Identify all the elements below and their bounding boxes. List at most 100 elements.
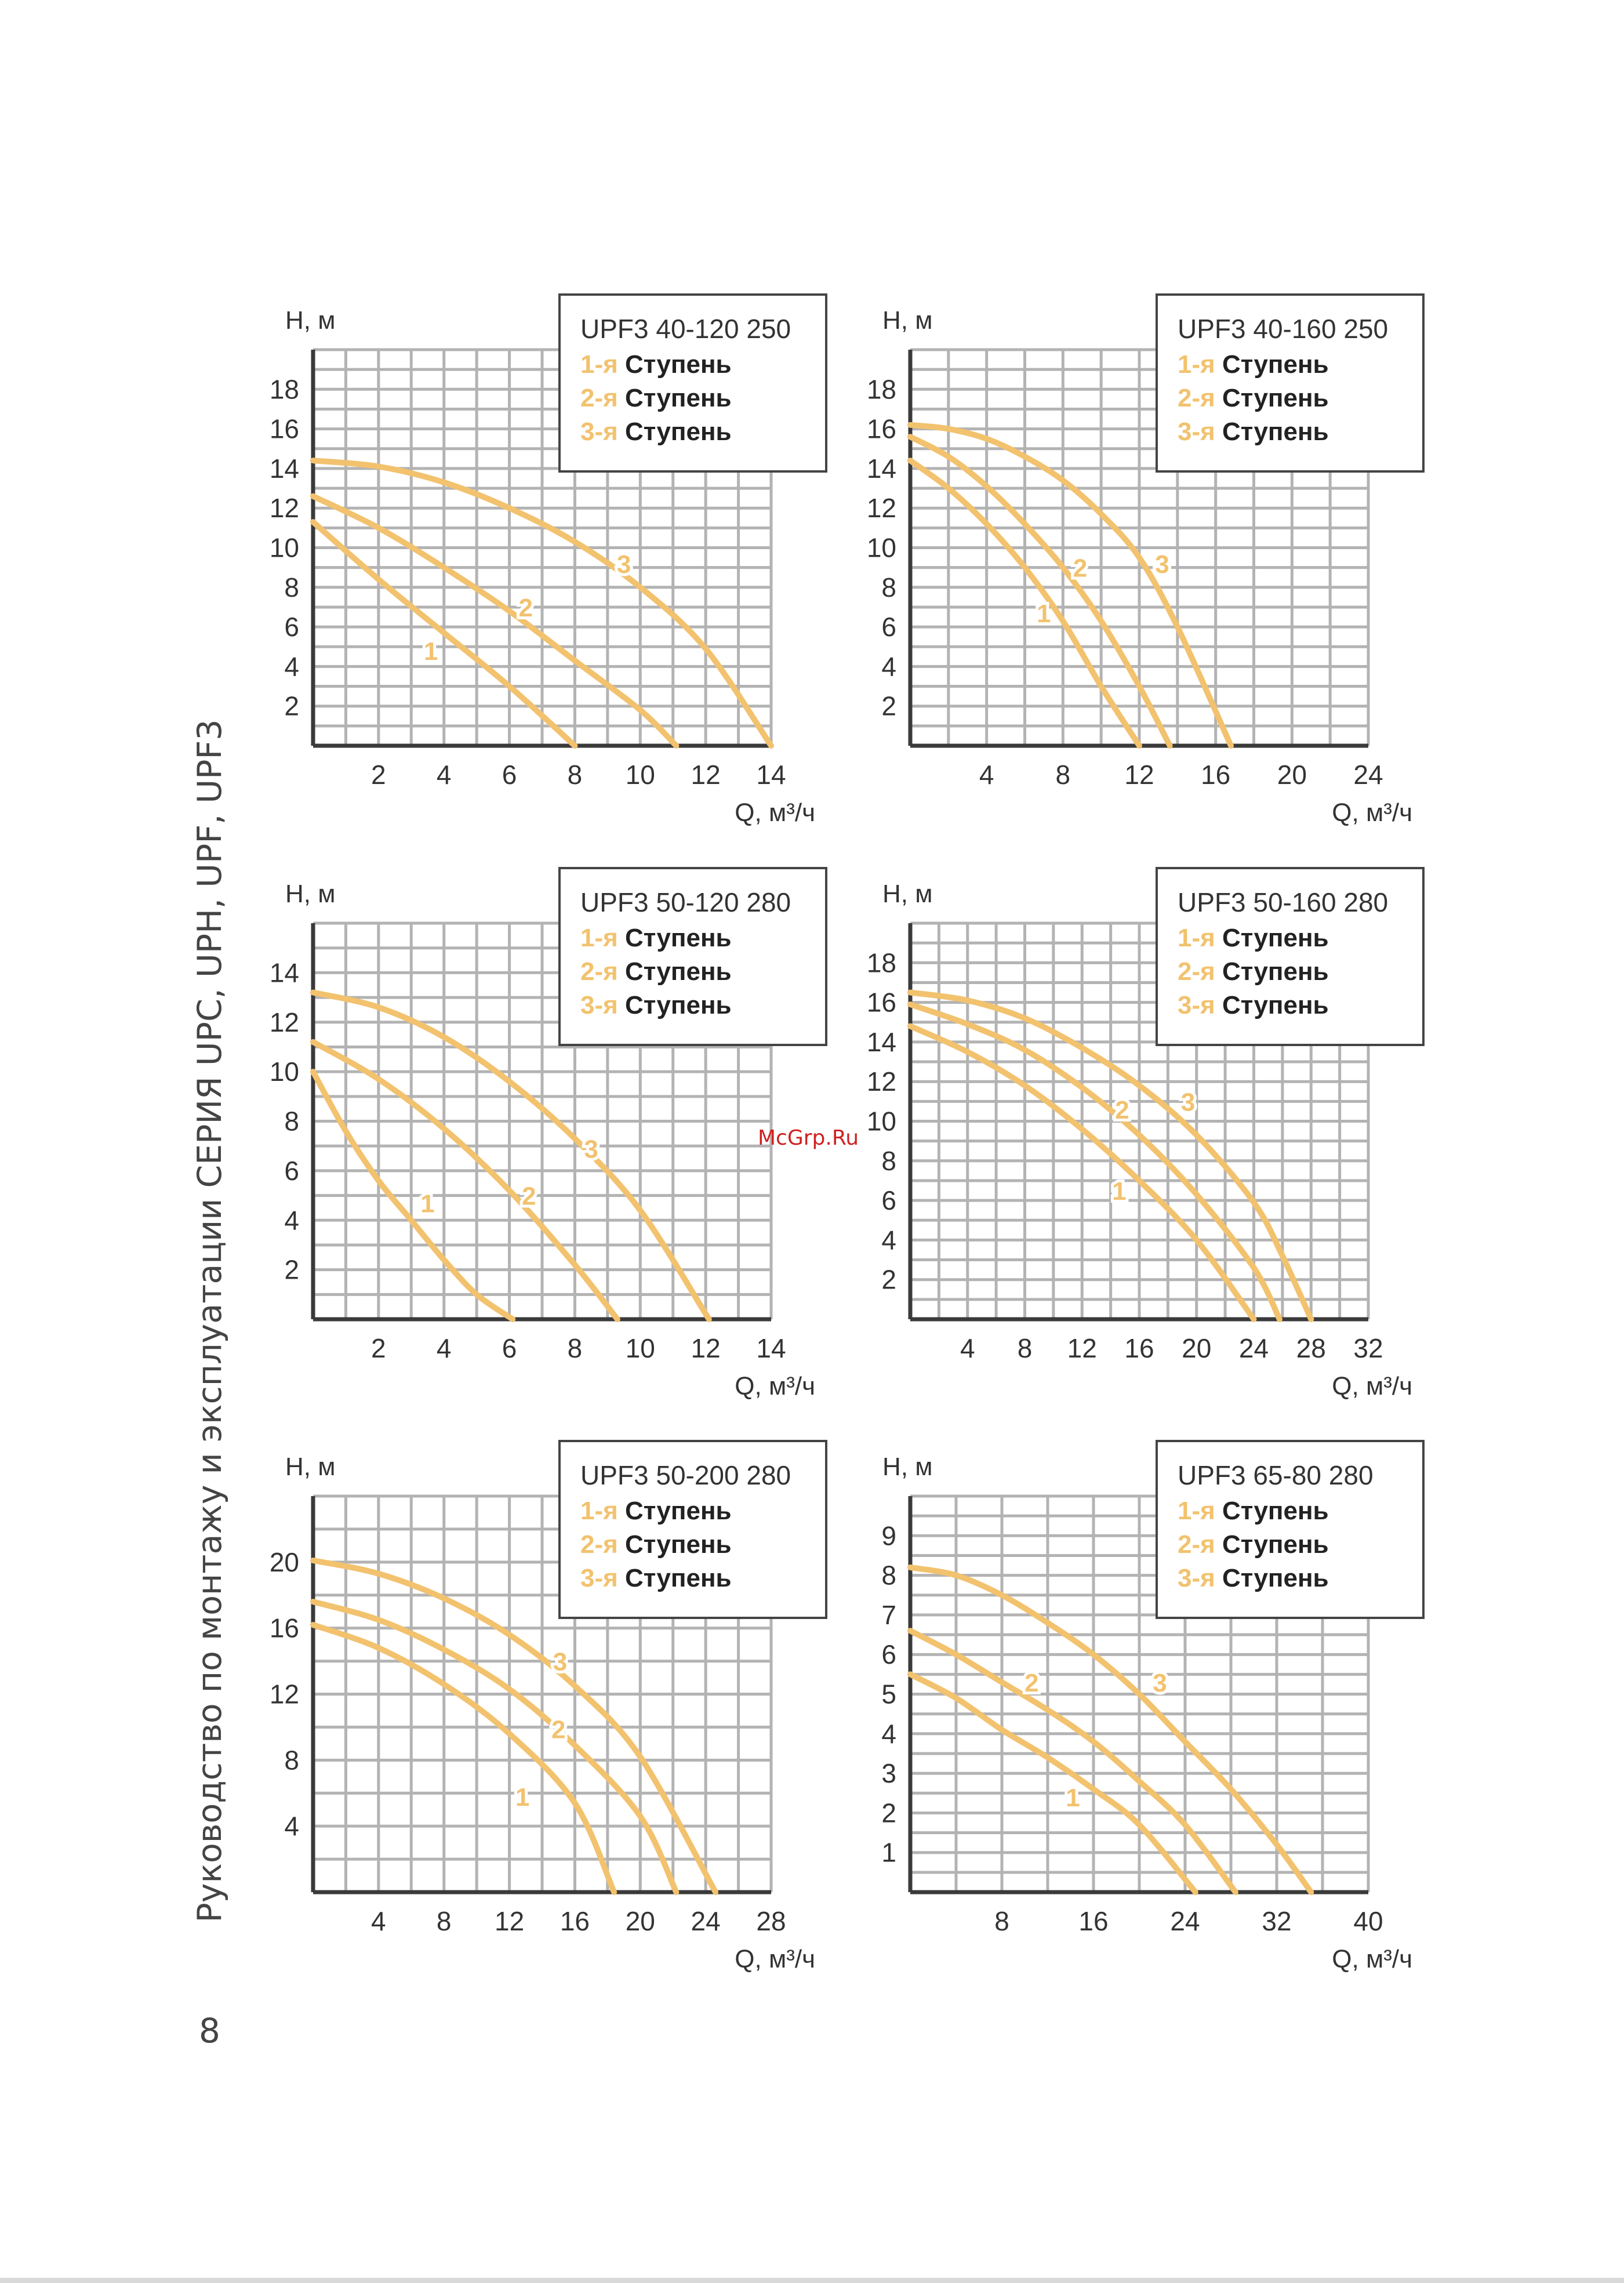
y-tick-label: 2 (881, 691, 896, 721)
legend-text: Ступень (625, 1497, 732, 1525)
legend-item: 2-я Ступень (580, 1530, 732, 1559)
legend-text: Ступень (625, 1564, 732, 1592)
curve-2 (907, 434, 1173, 749)
x-tick-label: 14 (756, 760, 786, 790)
legend-number: 2-я (1178, 384, 1222, 412)
y-axis-label: H, м (285, 306, 335, 335)
curve-label-1: 1 (424, 637, 438, 666)
curve-label-3: 3 (584, 1135, 598, 1163)
curve-label-1: 1 (420, 1189, 434, 1218)
legend-number: 2-я (580, 957, 625, 986)
x-tick-label: 6 (502, 760, 517, 790)
curve-label-2: 2 (522, 1182, 536, 1211)
curve-label-3: 3 (1181, 1088, 1195, 1116)
x-tick-label: 16 (560, 1906, 590, 1936)
curve-2 (907, 1628, 1238, 1895)
legend-item: 3-я Ступень (580, 1564, 732, 1592)
x-tick-label: 24 (691, 1906, 721, 1936)
y-axis-label: H, м (882, 306, 932, 335)
y-tick-label: 7 (881, 1600, 896, 1630)
y-tick-label: 6 (881, 1185, 896, 1215)
x-tick-label: 16 (1078, 1906, 1108, 1936)
legend-item: 2-я Ступень (580, 957, 732, 986)
legend-box (558, 293, 827, 473)
legend-item: 1-я Ступень (1178, 350, 1329, 379)
y-tick-label: 2 (881, 1798, 896, 1828)
x-axis-label: Q, м³/ч (1332, 1372, 1412, 1400)
y-tick-label: 4 (284, 1205, 299, 1235)
y-tick-label: 14 (867, 453, 896, 484)
legend-item: 2-я Ступень (580, 384, 732, 412)
y-tick-label: 8 (881, 572, 896, 602)
x-tick-label: 10 (626, 760, 655, 790)
legend-box (1156, 867, 1425, 1046)
legend-number: 3-я (580, 1564, 625, 1592)
y-tick-label: 10 (270, 533, 299, 563)
x-axis-label: Q, м³/ч (735, 1945, 815, 1973)
curve-label-3: 3 (1155, 550, 1169, 579)
y-tick-label: 6 (881, 1639, 896, 1669)
x-tick-label: 6 (502, 1333, 517, 1363)
legend-number: 1-я (580, 350, 625, 379)
x-tick-label: 28 (1296, 1333, 1326, 1363)
y-axis-label: H, м (882, 1453, 932, 1481)
curve-label-3: 3 (1153, 1669, 1167, 1697)
curve-label-2: 2 (1024, 1669, 1038, 1697)
legend-box (1156, 293, 1425, 473)
curve-label-1: 1 (515, 1783, 529, 1812)
legend-item: 2-я Ступень (1178, 1530, 1329, 1559)
watermark: McGrp.Ru (758, 1126, 859, 1150)
legend-number: 1-я (580, 924, 625, 952)
curve-1 (907, 1671, 1198, 1895)
legend-text: Ступень (1222, 384, 1329, 412)
curve-label-2: 2 (1115, 1096, 1129, 1124)
y-tick-label: 12 (867, 493, 896, 523)
y-tick-label: 6 (284, 1156, 299, 1186)
legend-item: 2-я Ступень (1178, 957, 1329, 986)
x-tick-label: 12 (691, 1333, 721, 1363)
legend-item: 3-я Ступень (580, 418, 732, 446)
y-axis-label: H, м (285, 1453, 335, 1481)
curve-3 (310, 458, 774, 749)
legend-box (558, 1440, 827, 1619)
legend-text: Ступень (625, 957, 732, 986)
x-tick-label: 24 (1239, 1333, 1269, 1363)
y-tick-label: 16 (867, 988, 896, 1018)
x-tick-label: 4 (371, 1906, 386, 1936)
curve-3 (310, 989, 712, 1322)
x-tick-label: 12 (1067, 1333, 1097, 1363)
legend-number: 3-я (580, 991, 625, 1019)
legend-text: Ступень (1222, 1564, 1329, 1592)
legend-number: 3-я (1178, 991, 1222, 1019)
curve-label-2: 2 (1073, 554, 1087, 583)
y-tick-label: 12 (270, 1679, 299, 1709)
x-tick-label: 8 (568, 760, 583, 790)
curve-3 (907, 1564, 1314, 1895)
x-tick-label: 24 (1170, 1906, 1200, 1936)
legend-item: 1-я Ступень (580, 1497, 732, 1525)
x-tick-label: 12 (691, 760, 721, 790)
x-axis-label: Q, м³/ч (735, 1372, 815, 1400)
curve-2 (310, 1599, 680, 1895)
y-tick-label: 4 (881, 1225, 896, 1255)
x-tick-label: 8 (437, 1906, 452, 1936)
legend-text: Ступень (625, 418, 732, 446)
legend-text: Ступень (1222, 1497, 1329, 1525)
legend-number: 1-я (1178, 1497, 1222, 1525)
legend-text: Ступень (1222, 418, 1329, 446)
curve-label-1: 1 (1037, 600, 1051, 628)
side-title: Руководство по монтажу и эксплуатации СЕ… (191, 719, 229, 1923)
y-tick-label: 12 (270, 1007, 299, 1037)
y-tick-label: 2 (284, 691, 299, 721)
y-axis-label: H, м (882, 880, 932, 908)
y-tick-label: 4 (284, 651, 299, 681)
legend-item: 3-я Ступень (580, 991, 732, 1019)
y-tick-label: 5 (881, 1679, 896, 1709)
x-tick-label: 40 (1353, 1906, 1383, 1936)
y-tick-label: 3 (881, 1758, 896, 1788)
legend-item: 1-я Ступень (1178, 1497, 1329, 1525)
y-tick-label: 8 (881, 1146, 896, 1176)
x-axis-label: Q, м³/ч (735, 798, 815, 827)
